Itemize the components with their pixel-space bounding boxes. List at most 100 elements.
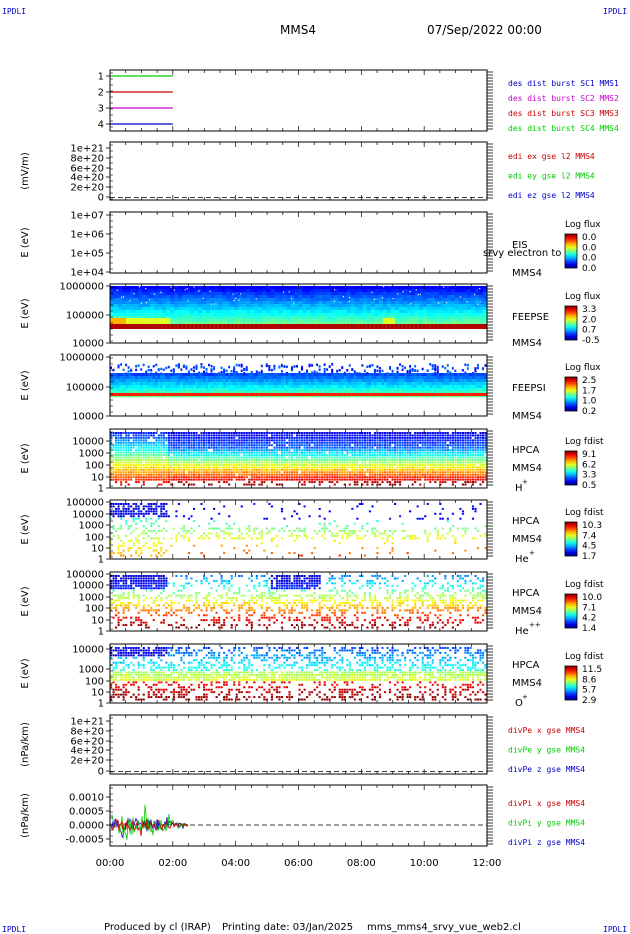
feepse-cell: [138, 316, 143, 320]
hpca_h-cell: [195, 446, 198, 449]
feepsi-cell: [383, 391, 387, 395]
feepse-cell: [298, 289, 304, 293]
hpca_h-cell: [245, 446, 248, 449]
feepse-cell: [450, 313, 456, 317]
feepse-cell: [206, 289, 211, 293]
feepsi-cell: [469, 373, 473, 377]
hpca_h-cell: [145, 468, 148, 471]
feepse-cell: [410, 313, 416, 317]
hpca_h-cell: [150, 471, 153, 474]
hpca_h-cell: [132, 461, 135, 464]
feepsi-cell: [454, 373, 458, 377]
hpca_h-cell: [135, 461, 138, 464]
hpca_h-cell: [195, 439, 198, 442]
feepse-cell: [470, 322, 476, 326]
hpca_h-cell: [142, 476, 145, 479]
feepse-cell: [218, 319, 223, 323]
feepsi-cell: [336, 391, 340, 395]
feepsi-cell: [162, 388, 166, 392]
feepse-cell: [226, 286, 231, 290]
feepsi-cell: [167, 379, 171, 383]
feepse-cell: [426, 310, 432, 314]
feepse-cell: [370, 324, 376, 329]
hpca_h-cell: [253, 481, 256, 484]
feepse-cell: [218, 322, 223, 326]
feepsi-cell: [238, 382, 242, 386]
feepsi-cell: [313, 370, 316, 373]
footer-file-name: mms_mms4_srvy_vue_web2.cl: [367, 922, 521, 933]
feepse-cell: [174, 310, 179, 314]
feepse-cell: [254, 292, 259, 296]
feepsi-cell: [288, 376, 292, 380]
hpca_h-cell: [172, 454, 175, 457]
hpca_h-cell: [152, 466, 155, 469]
feepse-cell: [306, 307, 312, 311]
feepsi-cell: [373, 370, 376, 373]
feepsi-cell: [192, 366, 195, 369]
colorbar-title: Log flux: [565, 292, 601, 302]
feepsi-cell: [331, 376, 335, 380]
feepsi-cell: [120, 388, 123, 392]
feepse-cell: [150, 298, 155, 302]
feepse-cell: [114, 295, 119, 299]
feepse-cell: [338, 304, 344, 308]
feepsi-cell: [373, 376, 377, 380]
hpca_h-cell: [165, 476, 168, 479]
feepse-cell: [366, 319, 372, 323]
feepse-cell: [190, 298, 195, 302]
feepsi-cell: [321, 388, 325, 392]
feepsi-cell: [255, 388, 259, 392]
feepsi-cell: [308, 385, 312, 389]
feepsi-cell: [132, 393, 136, 396]
feepse-cell: [466, 286, 472, 290]
feepsi-cell: [301, 391, 304, 395]
hpca_h-cell: [122, 436, 125, 439]
feepse-cell: [270, 292, 275, 296]
feepse-cell: [134, 307, 139, 311]
feepsi-cell: [469, 388, 473, 392]
hpca_h-cell: [190, 432, 193, 434]
feepse-cell: [138, 304, 143, 308]
feepsi-cell: [424, 376, 428, 380]
feepsi-cell: [434, 385, 438, 389]
feepse-cell: [394, 301, 400, 305]
hpca_h-cell: [162, 481, 165, 484]
hpca_h-cell: [170, 459, 173, 461]
feepse-cell: [454, 307, 460, 311]
feepsi-cell: [441, 388, 445, 392]
hpca_h-cell: [192, 468, 196, 471]
feepsi-cell: [270, 393, 274, 396]
hpca_h-cell: [147, 476, 150, 479]
feepse-cell: [134, 324, 139, 329]
feepsi-cell: [142, 376, 146, 380]
feepse-cell: [182, 324, 187, 329]
feepsi-cell: [328, 391, 332, 395]
feepse-cell: [302, 304, 308, 308]
feepse-cell: [246, 310, 251, 314]
feepsi-cell: [172, 368, 175, 371]
feepsi-cell: [120, 363, 123, 366]
hpca_h-cell: [182, 446, 186, 449]
feepsi-cell: [147, 376, 151, 380]
hpca_h-cell: [170, 446, 173, 449]
feepse-cell: [358, 310, 364, 314]
hpca_h-cell: [162, 441, 165, 444]
feepsi-cell: [456, 382, 460, 386]
y-tick-label: 100000: [66, 383, 104, 394]
feepse-cell: [186, 292, 191, 296]
feepsi-cell: [484, 376, 488, 380]
hpca_h-cell: [155, 466, 158, 469]
feepse-cell: [182, 295, 187, 299]
feepsi-cell: [235, 376, 239, 380]
feepsi-cell: [223, 391, 227, 395]
feepse-cell: [374, 316, 380, 320]
feepse-cell: [134, 301, 139, 305]
hpca_h-cell: [112, 434, 115, 437]
feepse-cell: [334, 316, 340, 320]
feepse-cell: [146, 301, 151, 305]
feepsi-cell: [451, 373, 455, 377]
feepse-speckle: [382, 286, 385, 288]
feepsi-cell: [446, 376, 450, 380]
feepsi-cell: [295, 379, 299, 383]
hpca_h-cell: [165, 456, 168, 459]
